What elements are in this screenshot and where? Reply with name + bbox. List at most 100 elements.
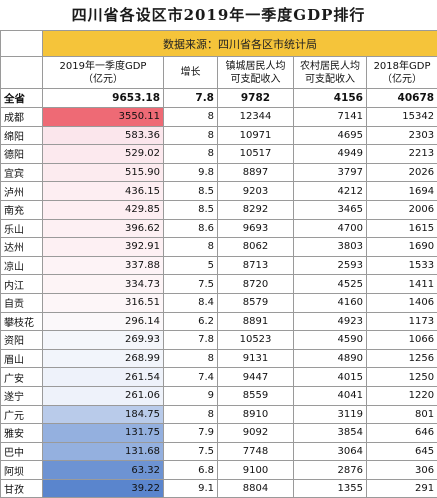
- growth-cell: 8: [164, 145, 218, 164]
- gdp-2019q1-cell: 515.90: [43, 163, 164, 182]
- gdp-2019q1-cell: 316.51: [43, 293, 164, 312]
- city-name: 攀枝花: [1, 312, 43, 331]
- city-name: 凉山: [1, 256, 43, 275]
- city-name: 南充: [1, 200, 43, 219]
- growth-cell: 8.4: [164, 293, 218, 312]
- rural-income-cell: 4525: [294, 275, 367, 294]
- gdp-2019q1-cell: 436.15: [43, 182, 164, 201]
- rural-income-cell: 4949: [294, 145, 367, 164]
- urban-income-cell: 8713: [218, 256, 294, 275]
- urban-income-cell: 9092: [218, 424, 294, 443]
- gdp-2018-cell: 1615: [367, 219, 437, 238]
- rural-income-cell: 7141: [294, 108, 367, 127]
- gdp-2019q1-cell: 261.54: [43, 368, 164, 387]
- rural-income-cell: 4041: [294, 386, 367, 405]
- growth-cell: 6.2: [164, 312, 218, 331]
- city-name: 泸州: [1, 182, 43, 201]
- city-name: 广元: [1, 405, 43, 424]
- urban-income-cell: 8891: [218, 312, 294, 331]
- growth-cell: 5: [164, 256, 218, 275]
- gdp-2019q1-cell: 429.85: [43, 200, 164, 219]
- rural-income-cell: 4923: [294, 312, 367, 331]
- gdp-2018-cell: 2303: [367, 126, 437, 145]
- growth-cell: 8: [164, 238, 218, 257]
- urban-income-cell: 10971: [218, 126, 294, 145]
- city-name: 宜宾: [1, 163, 43, 182]
- urban-income-cell: 8062: [218, 238, 294, 257]
- total-rural: 4156: [294, 89, 367, 108]
- urban-income-cell: 8559: [218, 386, 294, 405]
- urban-income-cell: 12344: [218, 108, 294, 127]
- rural-income-cell: 2593: [294, 256, 367, 275]
- gdp-2018-cell: 2026: [367, 163, 437, 182]
- rural-income-cell: 4015: [294, 368, 367, 387]
- gdp-2019q1-cell: 39.22: [43, 479, 164, 498]
- rural-income-cell: 3064: [294, 442, 367, 461]
- gdp-2018-cell: 1406: [367, 293, 437, 312]
- city-name: 阿坝: [1, 461, 43, 480]
- city-name: 达州: [1, 238, 43, 257]
- urban-income-cell: 8720: [218, 275, 294, 294]
- gdp-2019q1-cell: 296.14: [43, 312, 164, 331]
- urban-income-cell: 10517: [218, 145, 294, 164]
- gdp-2018-cell: 1220: [367, 386, 437, 405]
- page-title: 四川省各设区市2019年一季度GDP排行: [0, 0, 437, 30]
- rural-income-cell: 4695: [294, 126, 367, 145]
- gdp-2018-cell: 291: [367, 479, 437, 498]
- gdp-2019q1-cell: 3550.11: [43, 108, 164, 127]
- growth-cell: 8.6: [164, 219, 218, 238]
- urban-income-cell: 9131: [218, 349, 294, 368]
- gdp-2018-cell: 801: [367, 405, 437, 424]
- city-name: 巴中: [1, 442, 43, 461]
- rural-income-cell: 4160: [294, 293, 367, 312]
- total-growth: 7.8: [164, 89, 218, 108]
- gdp-2019q1-cell: 261.06: [43, 386, 164, 405]
- growth-cell: 8.5: [164, 200, 218, 219]
- city-name: 乐山: [1, 219, 43, 238]
- city-name: 德阳: [1, 145, 43, 164]
- city-name: 遂宁: [1, 386, 43, 405]
- header-gdp-2018: 2018年GDP（亿元）: [367, 57, 437, 89]
- gdp-2018-cell: 1066: [367, 331, 437, 350]
- gdp-2018-cell: 1533: [367, 256, 437, 275]
- gdp-2018-cell: 645: [367, 442, 437, 461]
- urban-income-cell: 7748: [218, 442, 294, 461]
- city-name: 眉山: [1, 349, 43, 368]
- rural-income-cell: 3465: [294, 200, 367, 219]
- city-name: 内江: [1, 275, 43, 294]
- growth-cell: 8.5: [164, 182, 218, 201]
- source-note: 数据来源：四川省各区市统计局: [43, 31, 437, 57]
- city-name: 雅安: [1, 424, 43, 443]
- urban-income-cell: 8804: [218, 479, 294, 498]
- total-urban: 9782: [218, 89, 294, 108]
- growth-cell: 8: [164, 126, 218, 145]
- rural-income-cell: 3803: [294, 238, 367, 257]
- gdp-2018-cell: 1690: [367, 238, 437, 257]
- rural-income-cell: 4890: [294, 349, 367, 368]
- urban-income-cell: 9203: [218, 182, 294, 201]
- header-urban-income: 镇城居民人均可支配收入: [218, 57, 294, 89]
- gdp-2019q1-cell: 334.73: [43, 275, 164, 294]
- source-banner-row: 数据来源：四川省各区市统计局: [1, 31, 437, 57]
- city-name: 成都: [1, 108, 43, 127]
- urban-income-cell: 9100: [218, 461, 294, 480]
- gdp-2019q1-cell: 337.88: [43, 256, 164, 275]
- rural-income-cell: 3797: [294, 163, 367, 182]
- banner-empty-cell: [1, 31, 43, 57]
- city-name: 自贡: [1, 293, 43, 312]
- gdp-2019q1-cell: 396.62: [43, 219, 164, 238]
- gdp-2019q1-cell: 131.75: [43, 424, 164, 443]
- gdp-2019q1-cell: 529.02: [43, 145, 164, 164]
- growth-cell: 7.4: [164, 368, 218, 387]
